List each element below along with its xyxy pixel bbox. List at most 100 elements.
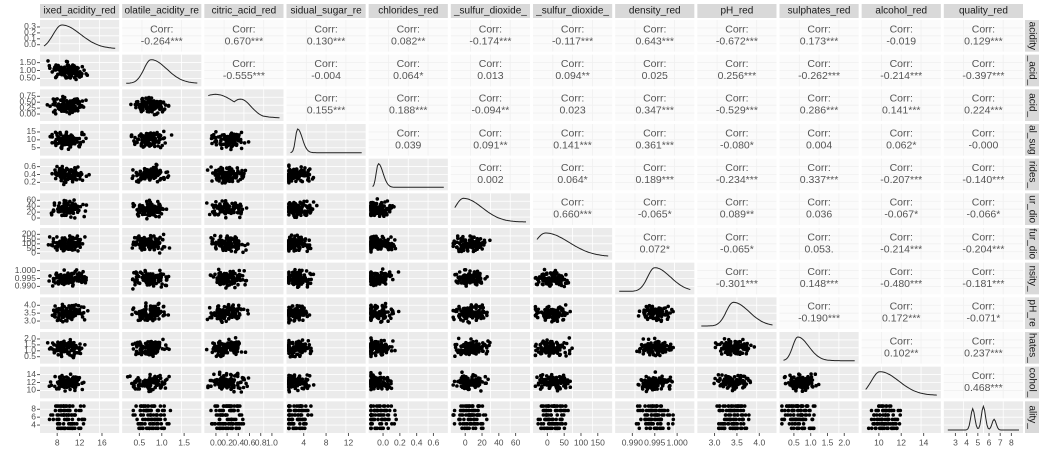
corr-value: -0.140*** <box>962 174 1004 186</box>
scatter-points <box>46 59 90 82</box>
point <box>60 72 64 77</box>
point <box>62 210 66 214</box>
point <box>463 268 468 272</box>
corr-label: Corr: <box>890 58 913 70</box>
point <box>292 236 297 241</box>
point <box>77 271 81 275</box>
point <box>555 312 559 317</box>
point <box>236 210 240 215</box>
corr-value: 0.188*** <box>389 105 428 117</box>
point <box>460 275 465 279</box>
corr-value: 0.004 <box>806 139 832 151</box>
point <box>143 318 147 322</box>
point <box>77 277 81 282</box>
point <box>84 203 89 207</box>
point <box>220 133 225 137</box>
point <box>141 99 146 104</box>
corr-label: Corr: <box>725 162 748 174</box>
point <box>213 313 218 318</box>
row-strip <box>1025 20 1039 52</box>
point <box>560 275 565 279</box>
point <box>287 235 292 240</box>
point <box>244 248 248 252</box>
point <box>64 76 68 80</box>
point <box>568 309 572 314</box>
corr-value: -0.555*** <box>223 70 265 82</box>
point <box>454 245 459 249</box>
corr-label: Corr: <box>561 162 584 174</box>
point <box>310 207 315 211</box>
point <box>457 270 462 274</box>
point <box>157 301 161 306</box>
point <box>133 135 137 140</box>
point <box>300 279 305 284</box>
point <box>287 245 291 249</box>
point <box>373 303 378 308</box>
point <box>146 138 150 142</box>
point <box>145 141 150 146</box>
point <box>220 146 224 151</box>
point <box>636 314 641 318</box>
point <box>157 206 161 211</box>
point <box>146 240 150 245</box>
corr-label: Corr: <box>972 93 995 105</box>
point <box>162 136 167 140</box>
column-label: _sulfur_dioxide_ <box>535 6 609 17</box>
point <box>214 242 218 247</box>
point <box>375 197 380 201</box>
point <box>537 280 541 284</box>
point <box>369 240 373 244</box>
point <box>485 310 489 315</box>
point <box>67 137 71 141</box>
point <box>380 206 384 210</box>
corr-value: 0.643*** <box>635 35 674 47</box>
point <box>83 235 87 239</box>
point <box>57 201 62 205</box>
corr-label: Corr: <box>725 127 748 139</box>
point <box>149 239 153 243</box>
point <box>147 211 151 215</box>
point <box>156 199 160 204</box>
point <box>74 70 78 74</box>
column-strip <box>122 4 202 18</box>
point <box>218 141 222 146</box>
point <box>73 97 78 101</box>
column-strip <box>943 4 1023 18</box>
point <box>369 211 373 215</box>
point <box>65 63 70 67</box>
corr-value: -0.000 <box>969 139 999 151</box>
point <box>71 303 76 308</box>
point <box>473 310 478 314</box>
point <box>153 175 158 179</box>
corr-value: -0.065* <box>720 243 754 255</box>
column-strip <box>368 4 448 18</box>
point <box>164 278 169 282</box>
point <box>59 171 63 176</box>
point <box>149 175 153 179</box>
point <box>239 146 244 151</box>
point <box>150 311 155 315</box>
row-label: cohol_ <box>1026 368 1037 398</box>
point <box>73 275 78 280</box>
row-label: pH_re <box>1026 300 1037 328</box>
point <box>459 239 463 243</box>
point <box>70 209 75 214</box>
point <box>557 282 562 287</box>
point <box>53 304 57 308</box>
point <box>292 213 296 218</box>
density-curve <box>290 128 362 154</box>
point <box>56 275 61 280</box>
point <box>65 101 69 105</box>
point <box>155 275 159 279</box>
row-strip <box>1025 193 1039 225</box>
corr-value: -0.181*** <box>962 278 1004 290</box>
point <box>238 278 243 282</box>
point <box>78 70 82 74</box>
point <box>381 305 385 310</box>
corr-value: 0.130*** <box>307 35 346 47</box>
point <box>386 319 390 324</box>
point <box>157 214 161 219</box>
point <box>149 143 153 147</box>
column-strip <box>861 4 941 18</box>
point <box>166 174 171 178</box>
